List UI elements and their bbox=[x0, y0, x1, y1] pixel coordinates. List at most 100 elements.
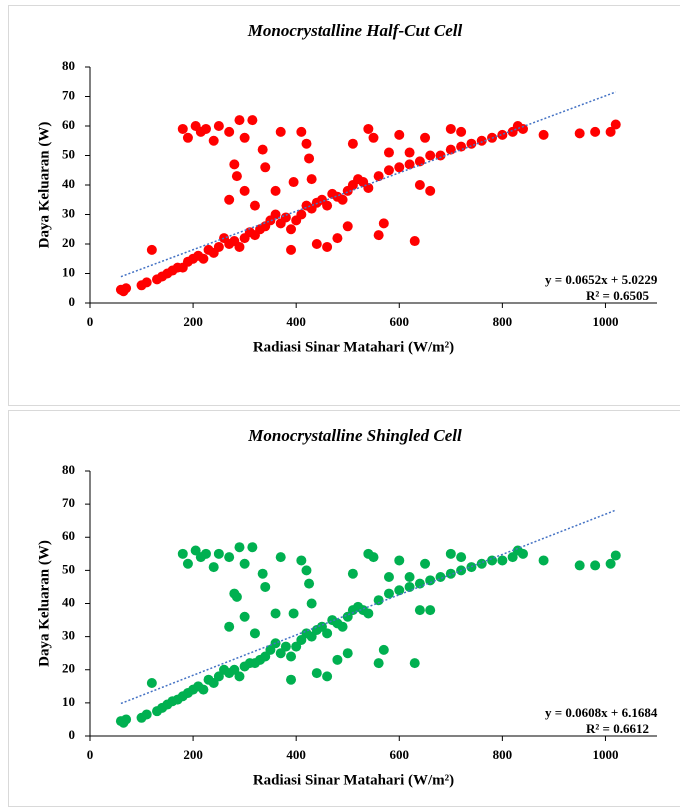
point bbox=[304, 153, 315, 164]
point bbox=[574, 560, 585, 571]
point bbox=[378, 644, 389, 655]
point bbox=[342, 648, 353, 659]
point bbox=[249, 628, 260, 639]
point bbox=[383, 147, 394, 158]
point bbox=[497, 129, 508, 140]
point bbox=[198, 684, 209, 695]
point bbox=[257, 144, 268, 155]
point bbox=[177, 123, 188, 134]
point bbox=[182, 558, 193, 569]
x-tick-label: 800 bbox=[493, 314, 513, 329]
point bbox=[425, 185, 436, 196]
point bbox=[435, 150, 446, 161]
point bbox=[445, 568, 456, 579]
x-tick-label: 800 bbox=[493, 747, 513, 762]
point bbox=[332, 654, 343, 665]
point bbox=[420, 558, 431, 569]
point bbox=[512, 121, 523, 131]
x-tick-label: 200 bbox=[183, 747, 203, 762]
point bbox=[610, 550, 621, 561]
trendline bbox=[120, 509, 617, 705]
point bbox=[337, 621, 348, 632]
x-tick-label: 600 bbox=[390, 314, 410, 329]
point bbox=[445, 144, 456, 155]
point bbox=[342, 221, 353, 232]
point bbox=[456, 126, 467, 137]
y-tick-label: 20 bbox=[62, 235, 75, 250]
chart-title: Monocrystalline Half-Cut Cell bbox=[247, 21, 463, 40]
point bbox=[286, 224, 297, 235]
point bbox=[368, 132, 379, 143]
point bbox=[373, 595, 384, 606]
point bbox=[198, 253, 209, 264]
trendline-equation: y = 0.0608x + 6.1684 bbox=[545, 705, 658, 720]
point bbox=[605, 126, 616, 137]
point bbox=[239, 185, 250, 196]
point bbox=[538, 555, 549, 566]
point bbox=[466, 138, 477, 149]
point bbox=[394, 585, 405, 596]
point bbox=[456, 141, 467, 152]
point bbox=[414, 156, 425, 167]
y-tick-label: 10 bbox=[62, 694, 75, 709]
x-tick-label: 0 bbox=[87, 314, 94, 329]
y-tick-label: 40 bbox=[62, 176, 75, 191]
point bbox=[347, 568, 358, 579]
point bbox=[456, 552, 467, 563]
point bbox=[146, 244, 157, 255]
point bbox=[394, 555, 405, 566]
point bbox=[373, 230, 384, 241]
panel-frame bbox=[8, 5, 680, 406]
point bbox=[141, 277, 152, 288]
point bbox=[224, 126, 235, 137]
point bbox=[260, 162, 271, 173]
x-tick-label: 400 bbox=[286, 747, 306, 762]
point bbox=[378, 218, 389, 229]
x-axis-title: Radiasi Sinar Matahari (W/m²) bbox=[253, 339, 454, 355]
point bbox=[425, 575, 436, 586]
x-tick-label: 0 bbox=[87, 747, 94, 762]
y-axis-title: Daya Keluaran (W) bbox=[36, 122, 52, 249]
point bbox=[574, 128, 585, 139]
y-tick-label: 30 bbox=[62, 205, 75, 220]
y-tick-label: 0 bbox=[69, 727, 76, 742]
point bbox=[270, 185, 281, 196]
point bbox=[497, 555, 508, 566]
point bbox=[322, 241, 333, 252]
point bbox=[409, 658, 420, 669]
point bbox=[234, 671, 245, 682]
point bbox=[311, 239, 322, 249]
point bbox=[229, 159, 240, 170]
point bbox=[383, 572, 394, 582]
point bbox=[146, 678, 157, 688]
point bbox=[337, 194, 348, 205]
point bbox=[286, 651, 297, 662]
trendline bbox=[120, 91, 617, 278]
point bbox=[121, 714, 132, 725]
trendline-equation: y = 0.0652x + 5.0229 bbox=[545, 272, 658, 287]
point bbox=[322, 200, 333, 211]
point bbox=[311, 668, 322, 679]
point bbox=[373, 658, 384, 669]
point bbox=[286, 244, 297, 255]
point bbox=[409, 236, 420, 247]
point bbox=[208, 135, 219, 146]
y-tick-label: 10 bbox=[62, 264, 75, 279]
point bbox=[435, 572, 446, 582]
point bbox=[213, 548, 224, 559]
point bbox=[239, 558, 250, 569]
point bbox=[296, 209, 307, 220]
point bbox=[301, 138, 312, 149]
point bbox=[383, 588, 394, 599]
point bbox=[332, 233, 343, 244]
y-tick-label: 80 bbox=[62, 462, 75, 477]
x-tick-label: 1000 bbox=[592, 747, 618, 762]
r-squared: R² = 0.6505 bbox=[586, 288, 649, 303]
point bbox=[200, 548, 211, 559]
point bbox=[121, 283, 132, 294]
point bbox=[322, 671, 333, 682]
point bbox=[239, 611, 250, 622]
point bbox=[538, 129, 549, 140]
y-tick-label: 70 bbox=[62, 495, 75, 510]
